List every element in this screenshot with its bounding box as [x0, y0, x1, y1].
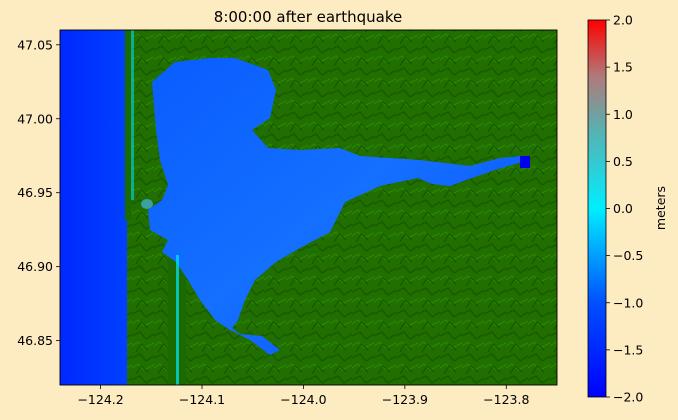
map-plot-area — [60, 30, 557, 385]
y-tick-label: 47.05 — [17, 37, 53, 52]
y-tick-label: 46.90 — [17, 259, 53, 274]
x-tick-label: −123.9 — [382, 392, 428, 407]
x-axis: −124.2 −124.1 −124.0 −123.9 −123.8 — [77, 385, 529, 407]
nearshore-shallows — [131, 30, 134, 200]
colorbar-tick-label: 1.5 — [613, 60, 633, 75]
open-ocean — [60, 30, 127, 385]
north-spit — [125, 30, 131, 220]
colorbar-tick-label: −0.5 — [613, 248, 643, 263]
colorbar-tick-label: −2.0 — [613, 390, 643, 405]
plot-frame — [59, 29, 558, 386]
x-tick-label: −124.2 — [77, 392, 123, 407]
colorbar-tick-label: 1.0 — [613, 107, 633, 122]
colorbar-tick-label: 0.0 — [613, 201, 633, 216]
colorbar-tick-label: 2.0 — [613, 13, 633, 28]
colorbar-tick-label: −1.0 — [613, 295, 643, 310]
south-nearshore — [176, 255, 179, 385]
colorbar-label: meters — [653, 186, 668, 230]
x-tick-label: −123.8 — [483, 392, 529, 407]
colorbar-tick-label: 0.5 — [613, 154, 633, 169]
colorbar-gradient — [588, 20, 606, 397]
y-axis: 46.85 46.90 46.95 47.00 47.05 — [17, 37, 60, 348]
chart-title: 8:00:00 after earthquake — [214, 8, 402, 26]
y-tick-label: 46.95 — [17, 185, 53, 200]
colorbar: −2.0 −1.5 −1.0 −0.5 0.0 0.5 1.0 1.5 2.0 meters — [587, 13, 668, 405]
y-tick-label: 47.00 — [17, 111, 53, 126]
river-pixel — [520, 156, 530, 168]
harbor-entrance-shoal — [141, 199, 153, 209]
colorbar-ticks: −2.0 −1.5 −1.0 −0.5 0.0 0.5 1.0 1.5 2.0 — [606, 13, 643, 405]
colorbar-tick-label: −1.5 — [613, 342, 643, 357]
y-tick-label: 46.85 — [17, 333, 53, 348]
grays-harbor-bay — [148, 58, 522, 355]
x-tick-label: −124.1 — [179, 392, 225, 407]
x-tick-label: −124.0 — [280, 392, 326, 407]
